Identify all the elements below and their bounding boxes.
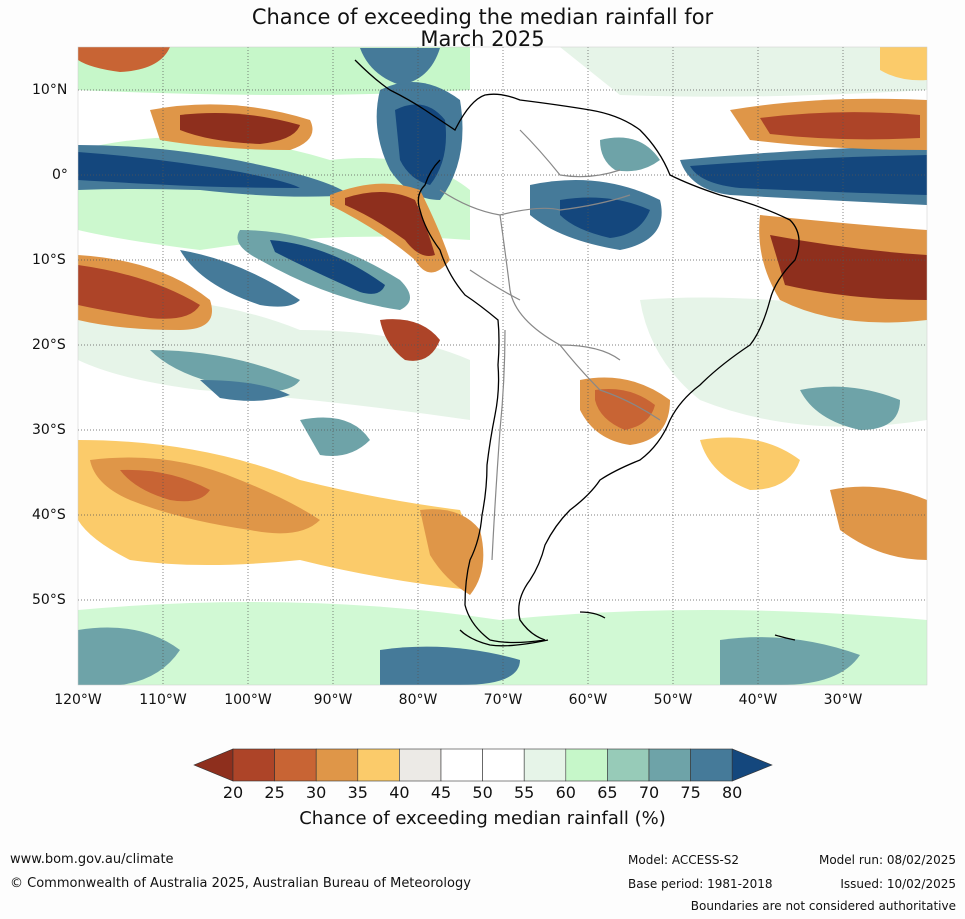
colorbar: [193, 748, 773, 782]
colorbar-tick-label: 65: [597, 783, 618, 802]
issued-date: Issued: 10/02/2025: [840, 877, 956, 891]
lon-label-80w: 80°W: [398, 692, 438, 708]
colorbar-swatch: [315, 748, 359, 782]
lon-label-40w: 40°W: [738, 692, 778, 708]
rainfall-anomaly-field: [78, 47, 927, 685]
colorbar-swatch: [232, 748, 275, 782]
lat-label-40s: 40°S: [32, 507, 66, 523]
lat-label-10n: 10°N: [32, 82, 68, 98]
colorbar-swatch: [274, 748, 317, 782]
lon-label-60w: 60°W: [568, 692, 608, 708]
colorbar-tick-label: 25: [264, 783, 285, 802]
lat-label-20s: 20°S: [32, 337, 66, 353]
colorbar-swatch: [482, 748, 525, 782]
lat-label-10s: 10°S: [32, 252, 66, 268]
model-name: Model: ACCESS-S2: [628, 853, 740, 867]
map-frame: [77, 46, 928, 686]
colorbar-swatch: [523, 748, 567, 782]
colorbar-tick-label: 70: [638, 783, 660, 802]
colorbar-tick-label: 55: [514, 783, 535, 802]
colorbar-tick-label: 40: [389, 783, 410, 802]
map-title-line-1: Chance of exceeding the median rainfall …: [251, 5, 714, 29]
lon-label-90w: 90°W: [313, 692, 353, 708]
colorbar-swatch: [690, 748, 733, 782]
colorbar-swatch: [399, 748, 442, 782]
colorbar-swatch: [357, 748, 400, 782]
map-title-line-2: March 2025: [420, 27, 545, 51]
lat-label-30s: 30°S: [32, 422, 66, 438]
lon-label-120w: 120°W: [54, 692, 102, 708]
colorbar-tick-label: 50: [472, 783, 493, 802]
colorbar-tick-label: 20: [222, 783, 244, 802]
colorbar-arrow-low: [193, 748, 234, 782]
colorbar-tick-label: 75: [680, 783, 701, 802]
colorbar-swatch: [648, 748, 691, 782]
model-run-date: Model run: 08/02/2025: [818, 853, 956, 867]
website-link[interactable]: www.bom.gov.au/climate: [10, 852, 174, 867]
lon-label-30w: 30°W: [823, 692, 863, 708]
graticule: [78, 47, 927, 685]
lon-label-100w: 100°W: [224, 692, 272, 708]
boundaries-disclaimer: Boundaries are not considered authoritat…: [690, 899, 956, 913]
country-borders: [439, 129, 661, 561]
colorbar-swatch: [440, 748, 483, 782]
colorbar-tick-label: 45: [430, 783, 452, 802]
lat-label-0: 0°: [52, 167, 68, 183]
lon-label-50w: 50°W: [653, 692, 693, 708]
colorbar-tick-label: 35: [347, 783, 368, 802]
base-period: Base period: 1981-2018: [628, 877, 773, 891]
colorbar-tick-label: 30: [306, 783, 327, 802]
lon-label-70w: 70°W: [483, 692, 523, 708]
colorbar-arrow-high: [731, 748, 773, 782]
colorbar-title: Chance of exceeding median rainfall (%): [299, 808, 666, 829]
colorbar-swatch: [607, 748, 650, 782]
copyright-notice: © Commonwealth of Australia 2025, Austra…: [10, 876, 471, 891]
colorbar-swatch: [565, 748, 608, 782]
lat-label-50s: 50°S: [32, 592, 66, 608]
colorbar-tick-label: 60: [555, 783, 576, 802]
lon-label-110w: 110°W: [139, 692, 187, 708]
colorbar-tick-label: 80: [722, 783, 743, 802]
coastline: [354, 59, 800, 647]
